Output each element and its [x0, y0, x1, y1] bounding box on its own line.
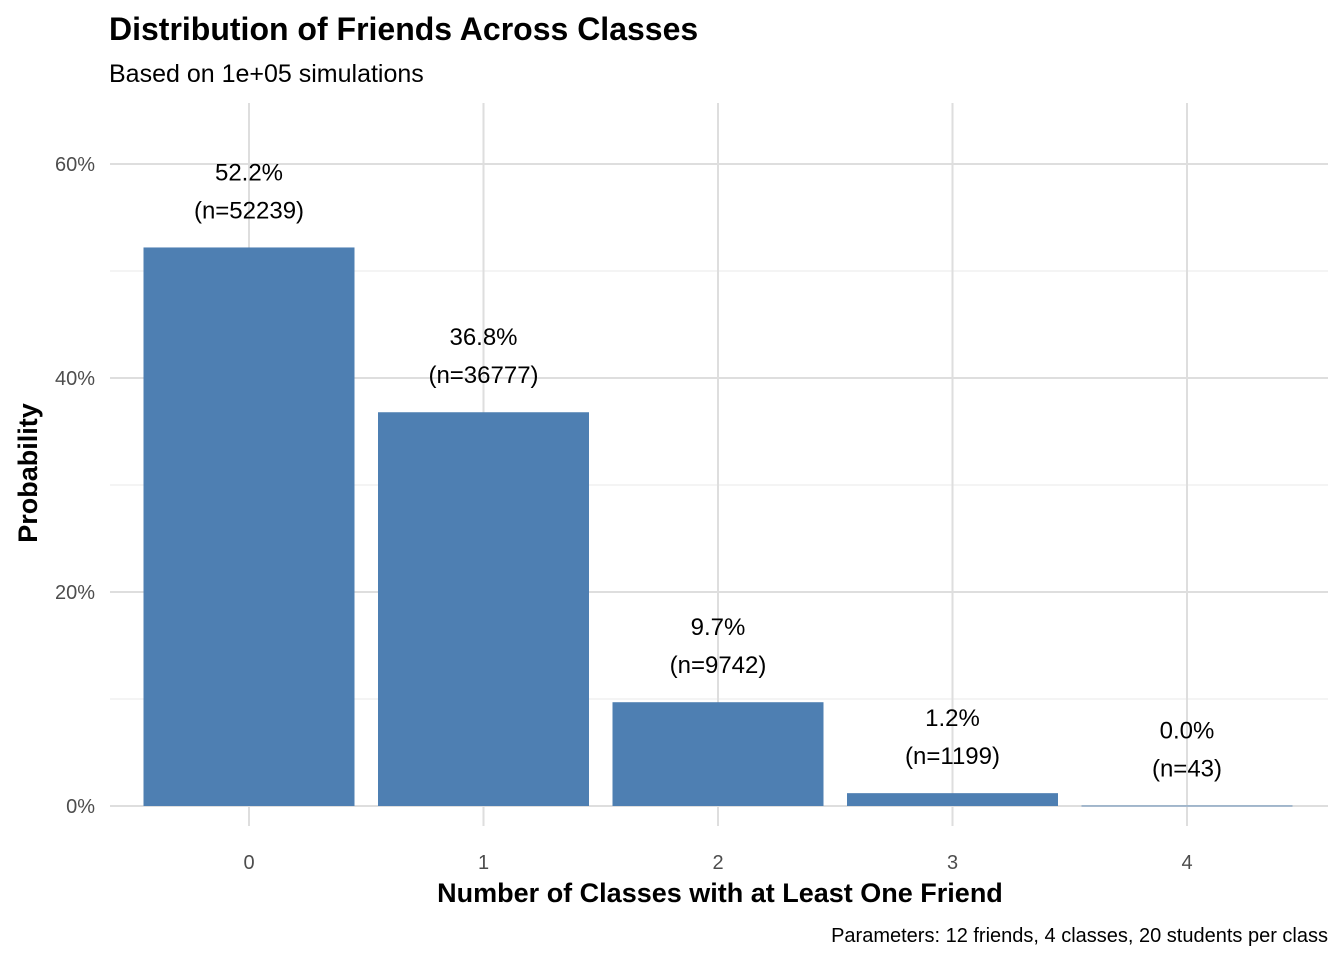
chart-title: Distribution of Friends Across Classes [109, 11, 698, 47]
count-label: (n=43) [1152, 756, 1222, 783]
count-label: (n=52239) [194, 197, 304, 224]
data-labels: 52.2% (n=52239) 36.8% (n=36777) 9.7% (n=9742)… [194, 159, 1222, 782]
value-label: 1.2% [925, 705, 980, 732]
bar [143, 247, 355, 806]
bar [1081, 805, 1293, 807]
x-tick-label: 1 [478, 852, 489, 874]
y-axis-ticks: 0% 20% 40% 60% [55, 154, 95, 818]
x-tick-label: 3 [947, 852, 958, 874]
value-label: 9.7% [691, 614, 746, 641]
y-axis-title: Probability [13, 403, 43, 543]
x-axis-ticks: 0 1 2 3 4 [243, 852, 1192, 874]
bars [143, 247, 1293, 807]
y-tick-label: 60% [55, 154, 95, 176]
x-tick-label: 0 [243, 852, 254, 874]
x-axis-title: Number of Classes with at Least One Frie… [437, 878, 1003, 908]
bar [847, 793, 1058, 806]
value-label: 52.2% [215, 159, 283, 186]
chart-subtitle: Based on 1e+05 simulations [109, 60, 424, 88]
y-tick-label: 20% [55, 582, 95, 604]
count-label: (n=9742) [670, 652, 767, 679]
count-label: (n=1199) [905, 743, 1000, 770]
chart-caption: Parameters: 12 friends, 4 classes, 20 st… [831, 925, 1328, 947]
count-label: (n=36777) [428, 362, 538, 389]
bar [378, 412, 589, 806]
value-label: 36.8% [449, 324, 517, 351]
value-label: 0.0% [1160, 718, 1215, 745]
x-tick-label: 4 [1181, 852, 1192, 874]
y-tick-label: 0% [66, 796, 95, 818]
y-tick-label: 40% [55, 368, 95, 390]
x-tick-label: 2 [712, 852, 723, 874]
bar [612, 702, 824, 806]
